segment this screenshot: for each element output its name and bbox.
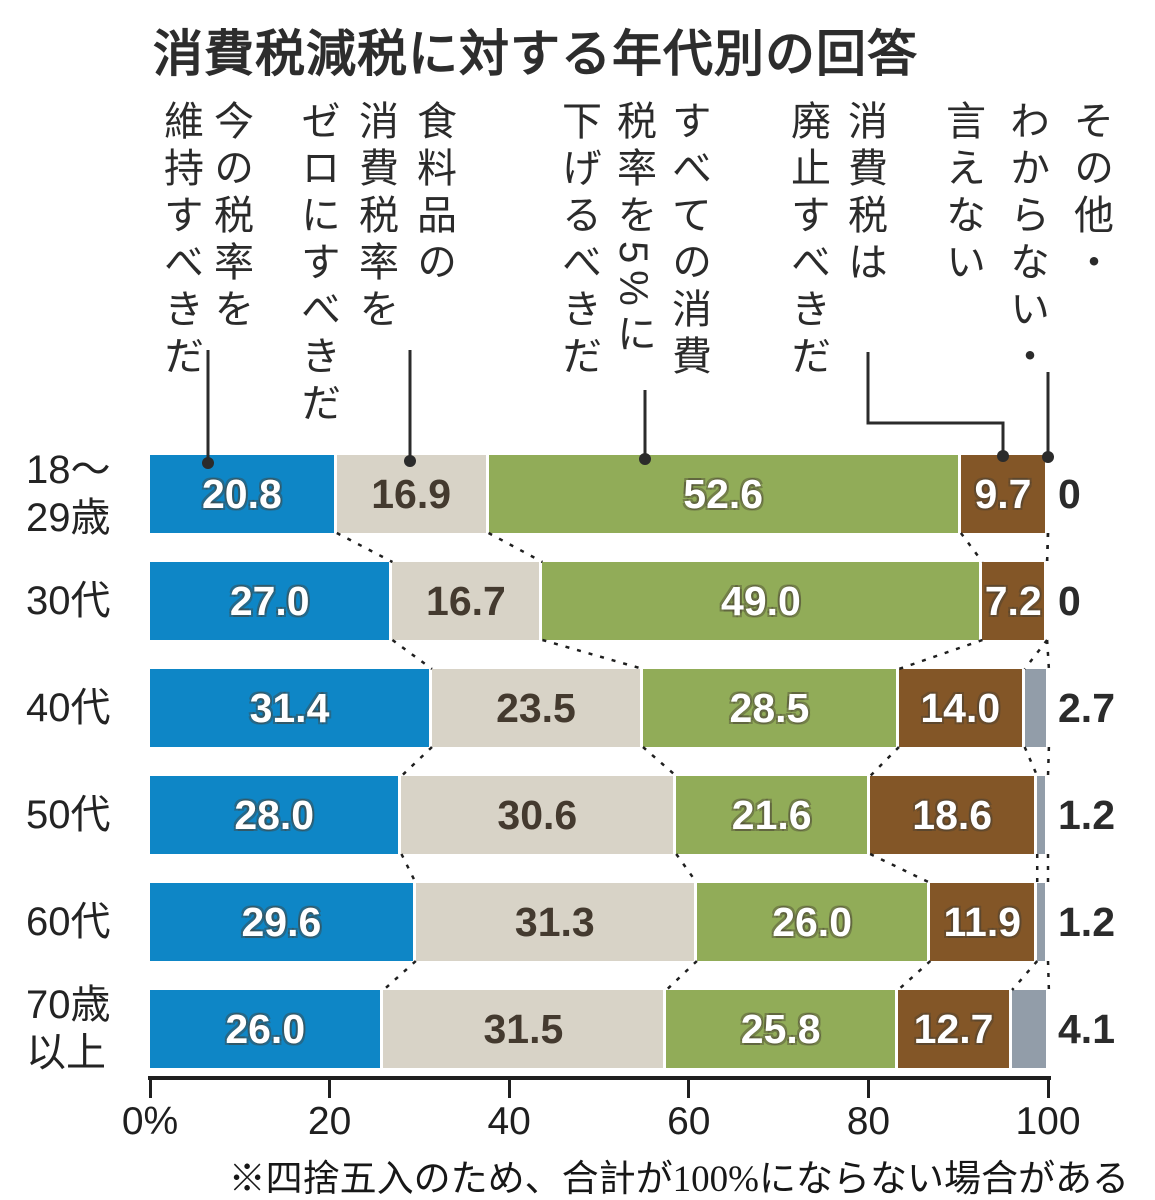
age-group-label: 30代 — [26, 579, 111, 623]
bar-value-label: 12.7 — [913, 1005, 994, 1052]
bar-value-label: 21.6 — [731, 791, 812, 838]
bar-segment: 14.0 — [898, 669, 1025, 747]
legend-label-abolish-tax: 消費税は 廃止すべきだ — [785, 100, 886, 382]
bar-value-label: 28.0 — [234, 791, 315, 838]
bar-segment: 16.9 — [336, 455, 489, 533]
bar-value-label: 16.7 — [426, 577, 506, 624]
bar-value-label: 18.6 — [912, 791, 993, 838]
bar-segment — [1024, 669, 1049, 747]
bar-value-label-outside: 0 — [1058, 577, 1081, 624]
bar-value-label-outside: 0 — [1058, 470, 1081, 517]
bar-value-label: 20.8 — [201, 470, 282, 517]
bar-value-label: 49.0 — [721, 577, 801, 624]
x-axis-tick-label: 60 — [667, 1100, 711, 1143]
bar-segment: 9.7 — [960, 455, 1048, 533]
bar-value-label-outside: 1.2 — [1058, 791, 1115, 838]
footnote: ※四捨五入のため、合計が100%にならない場合がある — [228, 1159, 1129, 1200]
bar-value-label: 26.0 — [772, 898, 853, 945]
bar-segment: 31.4 — [150, 669, 432, 747]
bar-value-label: 31.5 — [483, 1005, 564, 1052]
bar-segment: 28.5 — [643, 669, 899, 747]
bar-value-label: 9.7 — [974, 470, 1032, 517]
bar-value-label: 7.2 — [984, 577, 1042, 624]
x-axis-tick — [507, 1076, 511, 1098]
bar-value-label: 27.0 — [229, 577, 310, 624]
bar-segment: 20.8 — [150, 455, 337, 533]
legend-label-lower-all-to-5pct: すべての消費 税率を5%に 下げるべきだ — [556, 100, 710, 382]
bar-value-label: 31.3 — [514, 898, 595, 945]
bar-segment: 16.7 — [392, 562, 543, 640]
bar-segment: 26.0 — [696, 883, 931, 961]
age-group-label: 18〜 29歳 — [26, 448, 111, 540]
bar-value-label: 26.0 — [225, 1005, 306, 1052]
legend-label-keep-current-rate: 今の税率を 維持すべきだ — [158, 100, 252, 382]
bar-segment: 11.9 — [930, 883, 1038, 961]
bar-segment: 29.6 — [150, 883, 416, 961]
bar-value-label: 14.0 — [920, 684, 1001, 731]
bar-value-label: 30.6 — [497, 791, 578, 838]
bar-value-label: 52.6 — [683, 470, 764, 517]
bar-value-label: 31.4 — [249, 684, 330, 731]
bar-segment: 28.0 — [150, 776, 402, 854]
age-group-label: 40代 — [26, 686, 111, 730]
bar-segment: 7.2 — [982, 562, 1048, 640]
x-axis-tick-label: 20 — [307, 1100, 352, 1143]
legend-label-other-dont-know: その他・ わからない・ 言えない — [940, 100, 1112, 382]
bar-segment — [1037, 776, 1048, 854]
x-axis-line — [148, 1076, 1051, 1080]
chart-title: 消費税減税に対する年代別の回答 — [153, 26, 918, 82]
bar-value-label: 11.9 — [943, 898, 1022, 945]
bar-segment: 27.0 — [150, 562, 393, 640]
bar-segment: 26.0 — [150, 990, 384, 1068]
x-axis-tick-label: 80 — [846, 1100, 891, 1143]
age-group-label: 60代 — [26, 900, 111, 944]
bar-value-label-outside: 4.1 — [1058, 1005, 1115, 1052]
x-axis-tick — [866, 1076, 870, 1098]
bar-segment: 12.7 — [898, 990, 1013, 1068]
x-axis-tick — [148, 1076, 152, 1098]
bar-segment: 25.8 — [666, 990, 899, 1068]
x-axis-tick — [1046, 1076, 1050, 1098]
bar-segment: 49.0 — [542, 562, 983, 640]
x-axis-tick-label: 0% — [121, 1100, 179, 1143]
bar-value-label: 25.8 — [740, 1005, 821, 1052]
bar-segment: 21.6 — [676, 776, 871, 854]
bar-value-label-outside: 2.7 — [1058, 684, 1115, 731]
bar-segment: 18.6 — [870, 776, 1038, 854]
bar-segment: 30.6 — [401, 776, 677, 854]
bar-segment: 31.3 — [415, 883, 697, 961]
x-axis-tick-label: 40 — [487, 1100, 531, 1143]
bar-segment: 23.5 — [431, 669, 643, 747]
bar-value-label: 29.6 — [241, 898, 322, 945]
age-group-label: 70歳 以上 — [26, 983, 111, 1075]
bar-segment — [1012, 990, 1049, 1068]
x-axis-tick-label: 100 — [1015, 1100, 1081, 1143]
bar-value-label: 16.9 — [371, 470, 452, 517]
bar-value-label-outside: 1.2 — [1058, 898, 1115, 945]
x-axis-tick — [687, 1076, 691, 1098]
bar-value-label: 28.5 — [729, 684, 810, 731]
bar-value-label: 23.5 — [496, 684, 576, 731]
age-group-label: 50代 — [26, 793, 111, 837]
x-axis-tick — [328, 1076, 332, 1098]
bar-segment: 31.5 — [383, 990, 667, 1068]
bar-segment — [1037, 883, 1048, 961]
bar-segment: 52.6 — [488, 455, 961, 533]
legend-label-zero-food-tax: 食料品の 消費税率を ゼロにすべきだ — [295, 100, 455, 429]
